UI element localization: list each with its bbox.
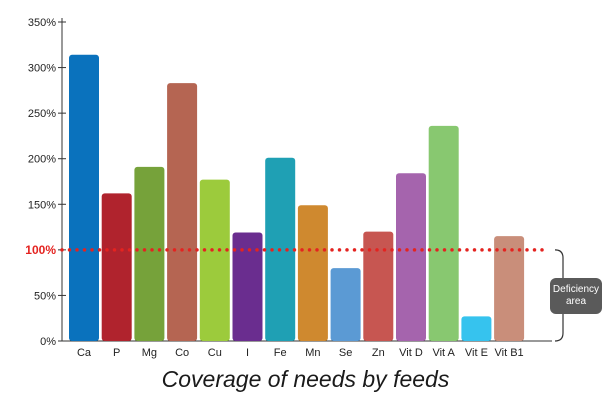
reference-line-label: 100% — [25, 243, 56, 257]
x-tick-label: Co — [175, 347, 189, 359]
x-tick-label: Vit A — [432, 347, 455, 359]
y-tick-label: 200% — [28, 154, 56, 166]
bar-vit-a — [428, 125, 459, 341]
x-tick-label: Vit E — [465, 347, 488, 359]
x-tick-label: Ca — [77, 347, 92, 359]
y-tick-label: 350% — [28, 17, 56, 29]
x-axis-labels: Ca P Mg Co Cu I Fe Mn Se Zn Vit D Vit A Vit E Vit B1 — [77, 347, 524, 359]
x-tick-label: I — [246, 347, 249, 359]
y-tick-label: 250% — [28, 108, 56, 120]
bar-zn — [363, 231, 394, 341]
bar-vit-e — [461, 316, 492, 341]
x-tick-label: Vit D — [399, 347, 423, 359]
bar-vit-d — [396, 173, 426, 341]
x-tick-label: Cu — [208, 347, 222, 359]
bar-i — [232, 232, 263, 341]
y-tick-label: 0% — [40, 336, 56, 348]
bar-ca — [69, 54, 99, 341]
bar-vit-b1 — [494, 236, 525, 341]
x-tick-label: Mg — [142, 347, 157, 359]
x-tick-label: Zn — [372, 347, 385, 359]
bar-co — [167, 83, 198, 342]
y-tick-label: 150% — [28, 199, 56, 211]
x-tick-label: P — [113, 347, 120, 359]
x-tick-label: Fe — [274, 347, 287, 359]
bar-se — [330, 268, 361, 341]
bar-cu — [199, 179, 230, 341]
x-tick-label: Se — [339, 347, 352, 359]
y-tick-label: 50% — [34, 290, 56, 302]
bars — [69, 54, 525, 342]
bar-mg — [134, 166, 165, 341]
chart-title: Coverage of needs by feeds — [161, 366, 450, 392]
bar-p — [101, 193, 132, 341]
y-tick-label: 300% — [28, 63, 56, 75]
deficiency-area-label: Deficiency area — [550, 278, 602, 314]
bar-mn — [297, 205, 328, 341]
deficiency-label-line1: Deficiency — [552, 284, 600, 295]
x-tick-label: Mn — [305, 347, 320, 359]
deficiency-label-line2: area — [565, 296, 586, 307]
x-tick-label: Vit B1 — [495, 347, 524, 359]
